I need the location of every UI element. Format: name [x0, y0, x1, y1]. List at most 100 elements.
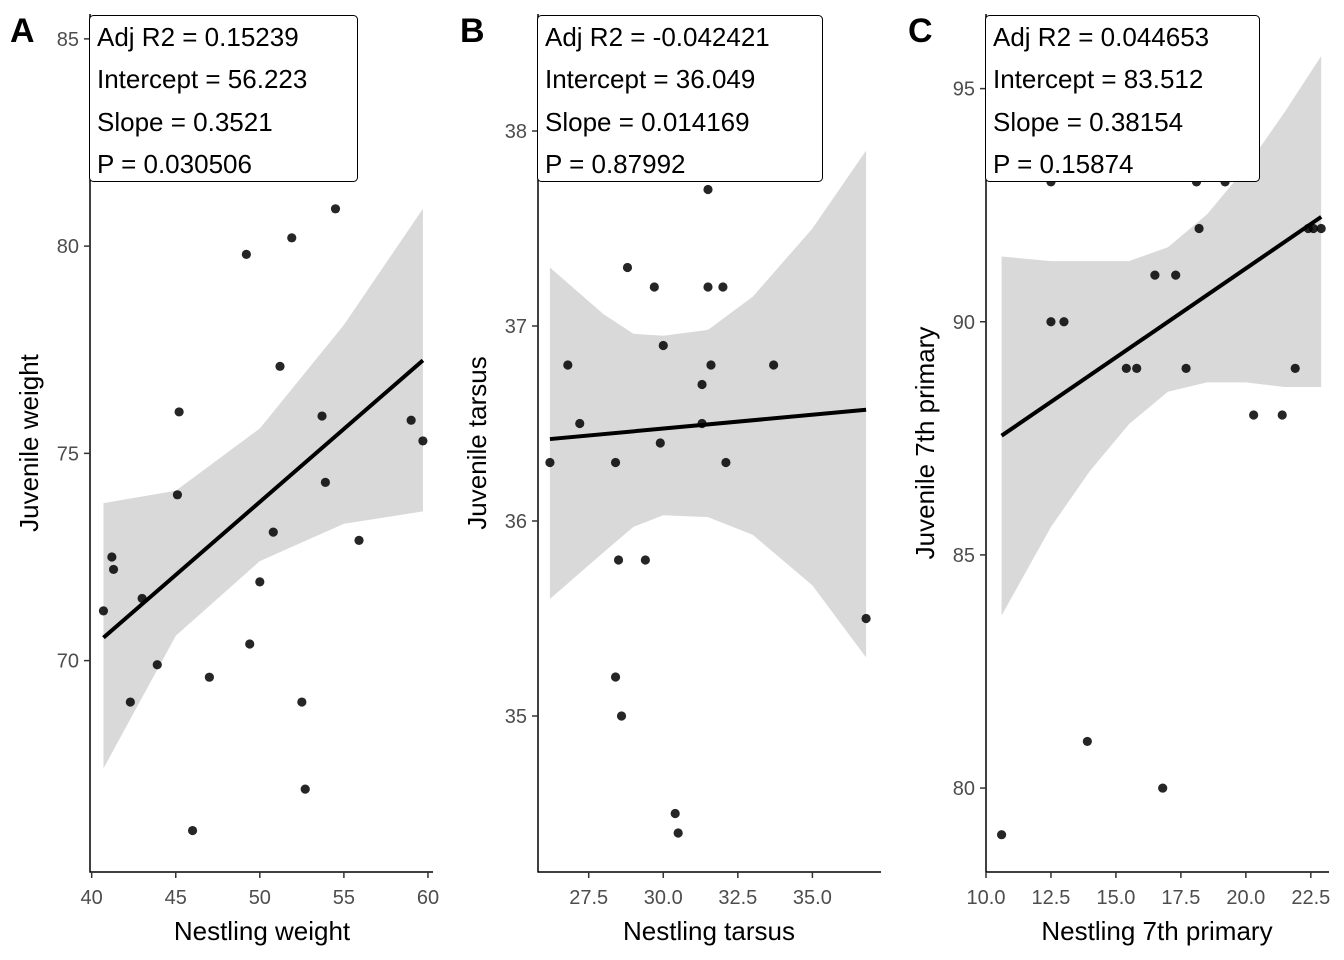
panel-b-data-point	[721, 457, 731, 468]
panel-c-data-point	[1082, 736, 1092, 747]
panel-a-data-point	[107, 552, 117, 562]
panel-c-data-point	[1308, 223, 1319, 234]
panel-b-data-point	[655, 438, 665, 448]
panel-a-data-point	[354, 535, 364, 546]
panel-c-stats-box: Adj R2 = 0.044653 Intercept = 83.512 Slo…	[985, 15, 1260, 182]
panel-b-regression-line	[549, 407, 867, 442]
panel-b-data-point	[575, 418, 585, 429]
panel-a-data-point	[204, 672, 214, 682]
panel-a-data-point	[406, 415, 416, 425]
panel-a-data-point	[330, 204, 341, 214]
panel-b-stat-intercept: Intercept = 36.049	[545, 64, 755, 94]
panel-a-data-point	[137, 593, 147, 604]
panel-b-data-point	[610, 672, 621, 682]
panel-a-x-tick-label: 40	[81, 887, 103, 909]
panel-a-x-tick-label: 50	[249, 887, 271, 909]
panel-c-stat-slope: Slope = 0.38154	[993, 107, 1183, 137]
panel-a-data-point	[125, 697, 135, 707]
panel-a-data-point	[172, 490, 183, 500]
panel-a-stats-box: Adj R2 = 0.15239 Intercept = 56.223 Slop…	[89, 15, 358, 182]
panel-b-data-point	[613, 555, 624, 565]
panel-a-data-point	[317, 411, 327, 421]
panel-c-stat-adj-r2: Adj R2 = 0.044653	[993, 22, 1209, 52]
panel-a-data-point	[98, 606, 109, 616]
panel-b-x-tick-label: 27.5	[569, 887, 608, 909]
panel-a-regression-line	[102, 358, 425, 640]
panel-a-data-point	[174, 407, 184, 417]
panel-a-x-tick-label: 55	[333, 887, 355, 909]
panel-b-data-point	[649, 282, 659, 292]
panel-b-data-point	[622, 262, 633, 273]
panel-a-data-point	[287, 233, 297, 243]
panel-b-data-point	[697, 379, 707, 390]
panel-c-y-tick-label: 95	[953, 79, 975, 101]
panel-b-data-point	[703, 184, 713, 195]
panel-c-y-tick-label: 85	[953, 545, 975, 567]
panel-b-stat-slope: Slope = 0.014169	[545, 107, 750, 137]
panel-a-stat-p-value: P = 0.030506	[97, 149, 252, 179]
panel-a-stat-adj-r2: Adj R2 = 0.15239	[97, 22, 299, 52]
panel-c-x-tick-label: 12.5	[1031, 887, 1070, 909]
panel-a-data-point	[300, 784, 310, 794]
panel-c-confidence-band	[1001, 56, 1322, 616]
panel-a-y-tick-label: 75	[57, 443, 79, 465]
panel-c-plot: 10.0 12.5 15.0 17.5 20.0 22.5 80 85 90 95	[953, 14, 1330, 909]
panel-c-data-point	[996, 830, 1007, 840]
panel-b-data-point	[640, 555, 650, 565]
panel-a-stats-box-frame	[89, 15, 358, 182]
panel-c-y-axis-title: Juvenile 7th primary	[910, 327, 940, 560]
panel-b-letter: B	[460, 12, 485, 50]
panel-c-y-tick-label: 80	[953, 778, 975, 800]
panel-b-stat-adj-r2: Adj R2 = -0.042421	[545, 22, 770, 52]
panel-a-y-tick-label: 80	[57, 236, 79, 258]
panel-b-data-point	[697, 418, 707, 429]
panel-a-data-point	[268, 527, 278, 537]
panel-c-data-point	[1150, 270, 1160, 280]
panel-c-data-point	[1046, 317, 1056, 327]
panel-c-y-tick-label: 90	[953, 312, 975, 334]
panel-c-data-point	[1181, 363, 1191, 373]
panel-c-x-tick-label: 17.5	[1161, 887, 1200, 909]
panel-c-data-point	[1277, 410, 1287, 420]
panel-b-y-tick-label: 35	[505, 706, 527, 728]
panel-a-data-point	[320, 477, 330, 487]
panel-a-data-point	[241, 249, 251, 260]
panel-c-x-tick-label: 15.0	[1096, 887, 1135, 909]
panel-b-stat-p-value: P = 0.87992	[545, 149, 686, 179]
panel-b-data-point	[861, 613, 871, 624]
panel-c-stat-intercept: Intercept = 83.512	[993, 64, 1203, 94]
panel-c-data-point	[1249, 410, 1259, 420]
panel-b-data-point	[670, 808, 680, 819]
panel-c-data-point	[1158, 783, 1168, 793]
panel-b-x-tick-label: 32.5	[718, 887, 757, 909]
panel-a-data-point	[187, 825, 198, 836]
panel-a-x-axis-title: Nestling weight	[174, 916, 351, 946]
panel-a-confidence-band	[103, 208, 423, 769]
panel-a: 40 45 50 55 60 70 75 80 85 A Nestling weight Juv…	[10, 12, 439, 946]
panel-c-x-tick-label: 10.0	[967, 887, 1006, 909]
panel-b: 27.5 30.0 32.5 35.0 35 36 37 38 B Nestling tars…	[460, 12, 881, 946]
panel-b-x-tick-label: 30.0	[644, 887, 683, 909]
panel-b-confidence-band	[549, 150, 867, 658]
panel-a-data-point	[108, 564, 119, 575]
panel-c-letter: C	[908, 12, 933, 50]
panel-a-data-point	[418, 436, 428, 446]
panel-a-data-point	[297, 697, 307, 707]
panel-c-data-point	[1171, 270, 1181, 280]
panel-a-y-tick-label: 85	[57, 29, 79, 51]
panel-c-data-point	[1121, 363, 1131, 373]
panel-c-stats-box-frame	[985, 15, 1260, 182]
panel-a-letter: A	[10, 12, 35, 50]
panel-a-x-tick-label: 60	[417, 887, 439, 909]
panel-a-data-point	[275, 361, 285, 371]
panel-a-y-tick-label: 70	[57, 651, 79, 673]
panel-a-y-axis-title: Juvenile weight	[14, 353, 44, 532]
panel-b-data-point	[610, 457, 621, 468]
panel-b-data-point	[706, 360, 716, 370]
panel-b-y-tick-label: 37	[505, 316, 527, 338]
panel-c-data-point	[1290, 363, 1300, 373]
panel-c: 10.0 12.5 15.0 17.5 20.0 22.5 80 85 90 95 C Nestl…	[908, 12, 1330, 946]
panel-b-data-point	[658, 340, 668, 351]
panel-b-data-point	[563, 360, 573, 370]
